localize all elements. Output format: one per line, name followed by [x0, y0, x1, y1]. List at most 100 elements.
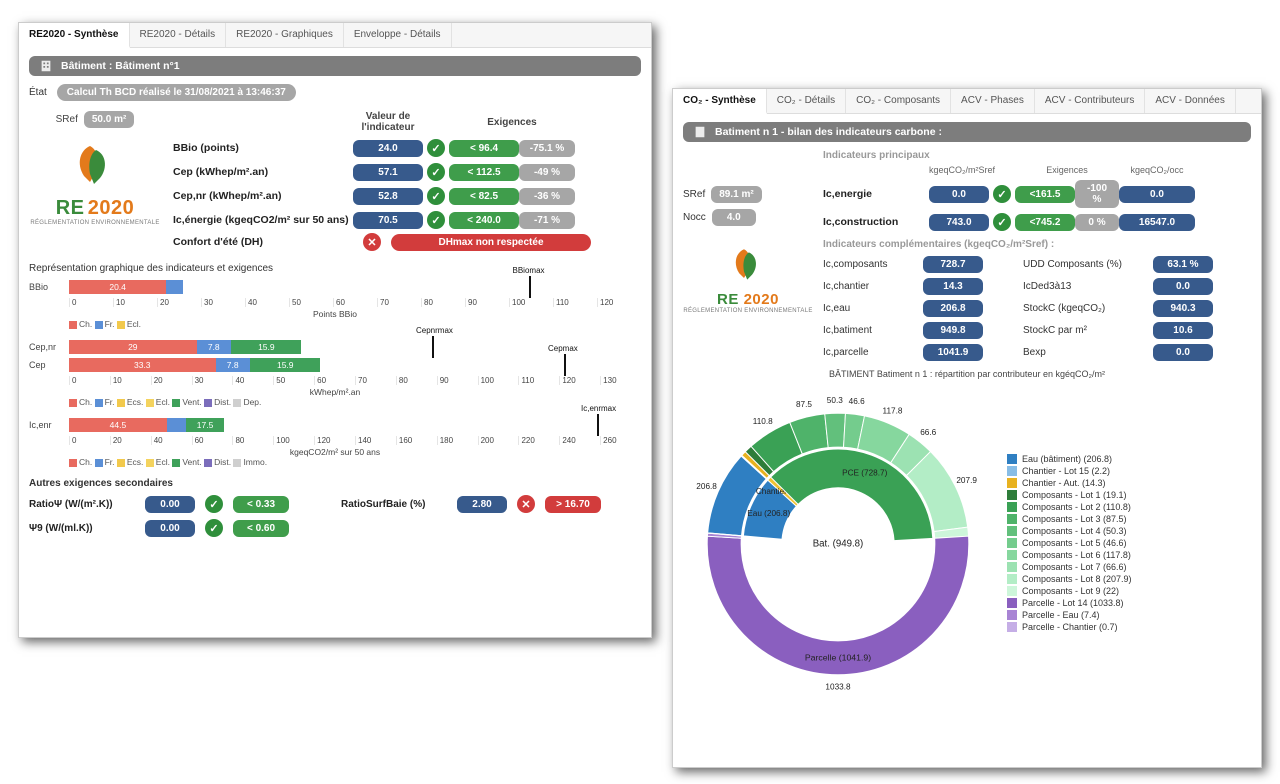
tab[interactable]: RE2020 - Détails [130, 23, 227, 47]
svg-text:87.5: 87.5 [796, 400, 812, 409]
indicator-check: ✓ [427, 211, 445, 229]
header-title-right: Batiment n 1 - bilan des indicateurs car… [715, 126, 942, 138]
logo-sub: RÉGLEMENTATION ENVIRONNEMENTALE [30, 220, 159, 226]
indicator-check: ✓ [427, 187, 445, 205]
r-nocc-value: 4.0 [712, 209, 756, 226]
tab[interactable]: ACV - Contributeurs [1035, 89, 1145, 113]
right-left-col: SRef 89.1 m² Nocc 4.0 RE 2020 RÉGLEMENTA… [683, 150, 813, 314]
svg-text:Bat. (949.8): Bat. (949.8) [813, 539, 864, 550]
state-row: État Calcul Th BCD réalisé le 31/08/2021… [29, 84, 641, 101]
r-sref-label: SRef [683, 189, 705, 200]
tabs-right: CO₂ - SynthèseCO₂ - DétailsCO₂ - Composa… [673, 89, 1261, 114]
donut-title: BÂTIMENT Batiment n 1 : répartition par … [683, 369, 1251, 379]
left-col: SRef 50.0 m² RE 2020 RÉGLEMENTATION ENVI… [29, 111, 161, 226]
svg-text:110.8: 110.8 [753, 417, 773, 426]
header-bar-left: Bâtiment : Bâtiment n°1 [29, 56, 641, 76]
state-value: Calcul Th BCD réalisé le 31/08/2021 à 13… [57, 84, 296, 101]
indicator-label: Ic,énergie (kgeqCO2/m² sur 50 ans) [173, 214, 353, 226]
tab[interactable]: RE2020 - Graphiques [226, 23, 344, 47]
indicator-limit: < 112.5 [449, 164, 519, 181]
indicators-block: Valeur de l'indicateurExigencesBBio (poi… [173, 111, 641, 251]
psi9-lim: < 0.60 [233, 520, 289, 537]
tab[interactable]: ACV - Données [1145, 89, 1235, 113]
tab[interactable]: CO₂ - Composants [846, 89, 951, 113]
r-sref-value: 89.1 m² [711, 186, 761, 203]
indicator-value: 24.0 [353, 140, 423, 157]
ratiosurf-label: RatioSurfBaie (%) [341, 499, 451, 510]
indicator-check: ✓ [427, 163, 445, 181]
window-re2020: RE2020 - SynthèseRE2020 - DétailsRE2020 … [18, 22, 652, 638]
confort-text: DHmax non respectée [391, 234, 591, 251]
tab[interactable]: ACV - Phases [951, 89, 1035, 113]
indicator-pct: -49 % [519, 164, 575, 181]
svg-text:50.3: 50.3 [827, 396, 843, 405]
svg-text:66.6: 66.6 [920, 428, 936, 437]
header-bar-right: Batiment n 1 - bilan des indicateurs car… [683, 122, 1251, 142]
donut-wrap: 206.8 110.8 87.5 50.3 46.6 117.8 66.6 207.9 1033… [683, 389, 1251, 699]
ratiosurf-val: 2.80 [457, 496, 507, 513]
svg-text:117.8: 117.8 [883, 407, 903, 416]
principal-title: Indicateurs principaux [823, 150, 1251, 161]
indicator-label: BBio (points) [173, 142, 353, 154]
building-icon [39, 59, 53, 73]
graph-section-title: Représentation graphique des indicateurs… [29, 263, 641, 274]
indicator-limit: < 96.4 [449, 140, 519, 157]
donut-chart: 206.8 110.8 87.5 50.3 46.6 117.8 66.6 207.9 1033… [683, 389, 993, 699]
leaf-icon [60, 140, 130, 194]
donut-legend: Eau (bâtiment) (206.8)Chantier - Lot 15 … [1007, 454, 1132, 634]
svg-text:46.6: 46.6 [849, 397, 865, 406]
logo-2020: 2020 [88, 197, 135, 219]
state-label: État [29, 87, 47, 98]
indicator-value: 70.5 [353, 212, 423, 229]
ratiosurf-lim: > 16.70 [545, 496, 601, 513]
indicator-pct: -71 % [519, 212, 575, 229]
indicator-limit: < 240.0 [449, 212, 519, 229]
chart-bbio: BBio20.4BBiomax0102030405060708090100110… [29, 280, 641, 330]
tabs-left: RE2020 - SynthèseRE2020 - DétailsRE2020 … [19, 23, 651, 48]
logo-re: RE [56, 197, 85, 219]
confort-label: Confort d'été (DH) [173, 236, 353, 248]
svg-text:206.8: 206.8 [696, 482, 717, 491]
right-indicators: Indicateurs principaux kgeqCO₂/m²SrefExi… [823, 150, 1251, 361]
ratiopsi-check: ✓ [205, 495, 223, 513]
chart-icenr: Ic,enr44.517.5Ic,enrmax02040608010012014… [29, 418, 641, 468]
tab[interactable]: CO₂ - Détails [767, 89, 846, 113]
sref-value: 50.0 m² [84, 111, 134, 128]
content-right: Batiment n 1 - bilan des indicateurs car… [673, 114, 1261, 707]
comp-title: Indicateurs complémentaires (kgeqCO₂/m²S… [823, 239, 1251, 250]
psi9-label: Ψ9 (W/(ml.K)) [29, 523, 139, 534]
sref-label: SRef [56, 114, 78, 125]
content-left: Bâtiment : Bâtiment n°1 État Calcul Th B… [19, 48, 651, 545]
header-title-left: Bâtiment : Bâtiment n°1 [61, 60, 180, 72]
ratiopsi-val: 0.00 [145, 496, 195, 513]
indicator-label: Cep,nr (kWhep/m².an) [173, 190, 353, 202]
svg-text:1033.8: 1033.8 [825, 683, 851, 692]
tab[interactable]: RE2020 - Synthèse [19, 23, 130, 48]
psi9-check: ✓ [205, 519, 223, 537]
indicator-pct: -36 % [519, 188, 575, 205]
tab[interactable]: Enveloppe - Détails [344, 23, 452, 47]
indicator-label: Cep (kWhep/m².an) [173, 166, 353, 178]
indicator-check: ✓ [427, 139, 445, 157]
sec2-title: Autres exigences secondaires [29, 478, 641, 489]
indicator-pct: -75.1 % [519, 140, 575, 157]
chart-cep: Cep,nr297.815.9CepnrmaxCep33.37.815.9Cep… [29, 340, 641, 408]
svg-text:207.9: 207.9 [956, 476, 977, 485]
svg-text:Eau (206.8): Eau (206.8) [747, 509, 790, 518]
ratiosurf-check: ✕ [517, 495, 535, 513]
indicator-value: 52.8 [353, 188, 423, 205]
building-icon [693, 125, 707, 139]
logo-re2020-r: RE 2020 RÉGLEMENTATION ENVIRONNEMENTALE [683, 244, 813, 314]
indicator-limit: < 82.5 [449, 188, 519, 205]
tab[interactable]: CO₂ - Synthèse [673, 89, 767, 114]
window-co2: CO₂ - SynthèseCO₂ - DétailsCO₂ - Composa… [672, 88, 1262, 768]
logo-re2020: RE 2020 RÉGLEMENTATION ENVIRONNEMENTALE [30, 140, 159, 226]
psi9-val: 0.00 [145, 520, 195, 537]
secondary-grid: RatioΨ (W/(m².K)) 0.00 ✓ < 0.33 RatioSur… [29, 495, 641, 537]
svg-text:PCE (728.7): PCE (728.7) [842, 468, 887, 477]
indicator-value: 57.1 [353, 164, 423, 181]
r-nocc-label: Nocc [683, 212, 706, 223]
confort-check: ✕ [363, 233, 381, 251]
svg-text:Parcelle (1041.9): Parcelle (1041.9) [805, 653, 871, 663]
leaf-icon [720, 244, 776, 288]
